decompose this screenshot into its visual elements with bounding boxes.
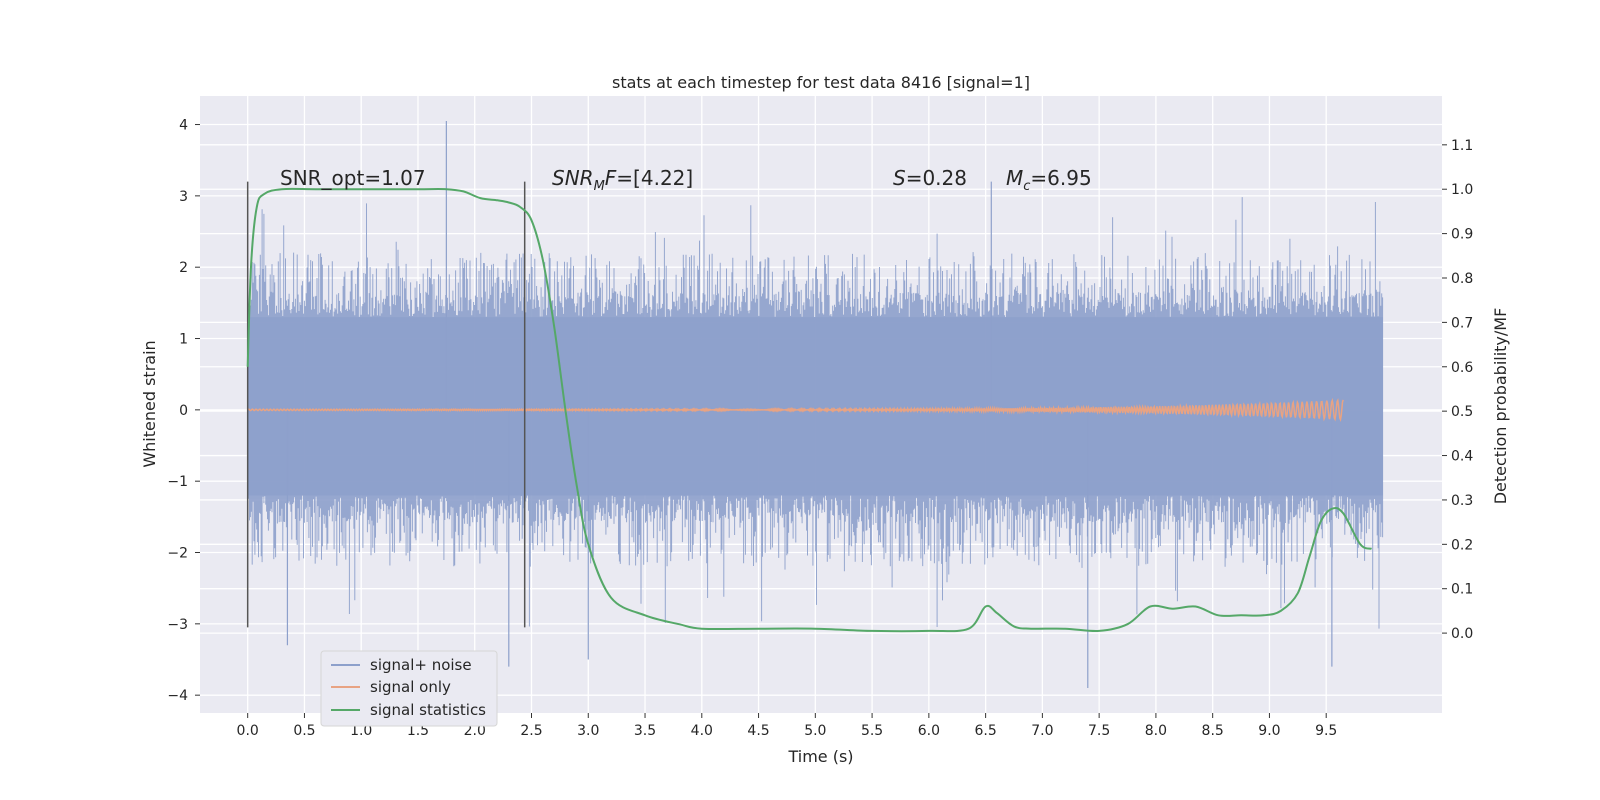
legend-label-signal-only: signal only [370,678,451,696]
y-tick-label: −4 [167,688,188,704]
x-tick-label: 1.5 [407,723,429,739]
annotation-mc: Mc=6.95 [1006,166,1092,194]
x-tick-label: 8.0 [1145,723,1167,739]
y-tick-label: 1 [179,332,188,348]
annotation-s: S=0.28 [893,166,967,190]
y2-tick-label: 0.0 [1451,626,1473,642]
annotation-snr-mf: SNRMF=[4.22] [552,166,693,194]
x-tick-label: 5.5 [861,723,883,739]
snr-mf-symbol: SNR [552,166,594,190]
y-axis-ticks: 4 3 2 1 0 −1 −2 −3 −4 [167,118,200,704]
x-tick-label: 9.5 [1315,723,1337,739]
y2-tick-label: 0.4 [1451,449,1473,465]
mc-value: =6.95 [1030,166,1091,190]
snr-mf-symbol-2: F [605,166,617,190]
x-tick-label: 0.5 [293,723,315,739]
y2-tick-label: 0.1 [1451,582,1473,598]
y-tick-label: −1 [167,474,188,490]
y2-axis-ticks: 1.1 1.0 0.9 0.8 0.7 0.6 0.5 0.4 0.3 0.2 0.1 0.0 [1442,138,1473,642]
x-tick-label: 6.5 [974,723,996,739]
mc-symbol: M [1006,166,1023,190]
legend-label-signal-statistics: signal statistics [370,701,486,719]
y-tick-label: −2 [167,546,188,562]
legend-label-signal-noise: signal+ noise [370,656,472,674]
y2-tick-label: 0.7 [1451,315,1473,331]
x-tick-label: 6.0 [918,723,940,739]
mc-subscript: c [1023,179,1030,194]
y2-axis-label: Detection probability/MF [1491,308,1510,505]
y-tick-label: 2 [179,260,188,276]
signal-statistics-series [246,187,1372,633]
x-tick-label: 8.5 [1202,723,1224,739]
vertical-markers [246,181,526,628]
chart-title: stats at each timestep for test data 841… [612,73,1030,92]
x-tick-label: 4.0 [691,723,713,739]
x-tick-label: 1.0 [350,723,372,739]
s-value: =0.28 [906,166,967,190]
x-tick-label: 2.0 [464,723,486,739]
signal-only-line [247,397,1344,423]
legend: signal+ noise signal only signal statist… [320,650,498,727]
y-tick-label: 0 [179,403,188,419]
snr-mf-value: =[4.22] [616,166,693,190]
snr-mf-subscript: M [594,179,605,194]
y2-tick-label: 0.6 [1451,360,1473,376]
y2-tick-label: 0.3 [1451,493,1473,509]
x-tick-label: 4.5 [747,723,769,739]
signal-statistics-line [246,187,1372,633]
x-axis-label: Time (s) [787,747,853,766]
x-axis-ticks: 0.0 0.5 1.0 1.5 2.0 2.5 3.0 3.5 4.0 4.5 5.0 5.5 6.0 6… [237,713,1337,739]
x-tick-label: 7.5 [1088,723,1110,739]
y2-tick-label: 0.8 [1451,271,1473,287]
annotation-snr-opt: SNR_opt=1.07 [280,166,426,190]
y-axis-label: Whitened strain [140,340,159,467]
x-tick-label: 5.0 [804,723,826,739]
x-tick-label: 9.0 [1258,723,1280,739]
y2-tick-label: 0.9 [1451,227,1473,243]
y-tick-label: −3 [167,617,188,633]
legend-box [320,650,498,727]
x-tick-label: 2.5 [520,723,542,739]
y-tick-label: 4 [179,118,188,134]
y2-tick-label: 0.5 [1451,404,1473,420]
s-symbol: S [893,166,906,190]
y2-tick-label: 1.0 [1451,182,1473,198]
y2-tick-label: 1.1 [1451,138,1473,154]
x-tick-label: 7.0 [1031,723,1053,739]
x-tick-label: 3.5 [634,723,656,739]
x-tick-label: 3.0 [577,723,599,739]
y2-tick-label: 0.2 [1451,537,1473,553]
signal-only-series [247,397,1344,423]
y-tick-label: 3 [179,189,188,205]
x-tick-label: 0.0 [237,723,259,739]
